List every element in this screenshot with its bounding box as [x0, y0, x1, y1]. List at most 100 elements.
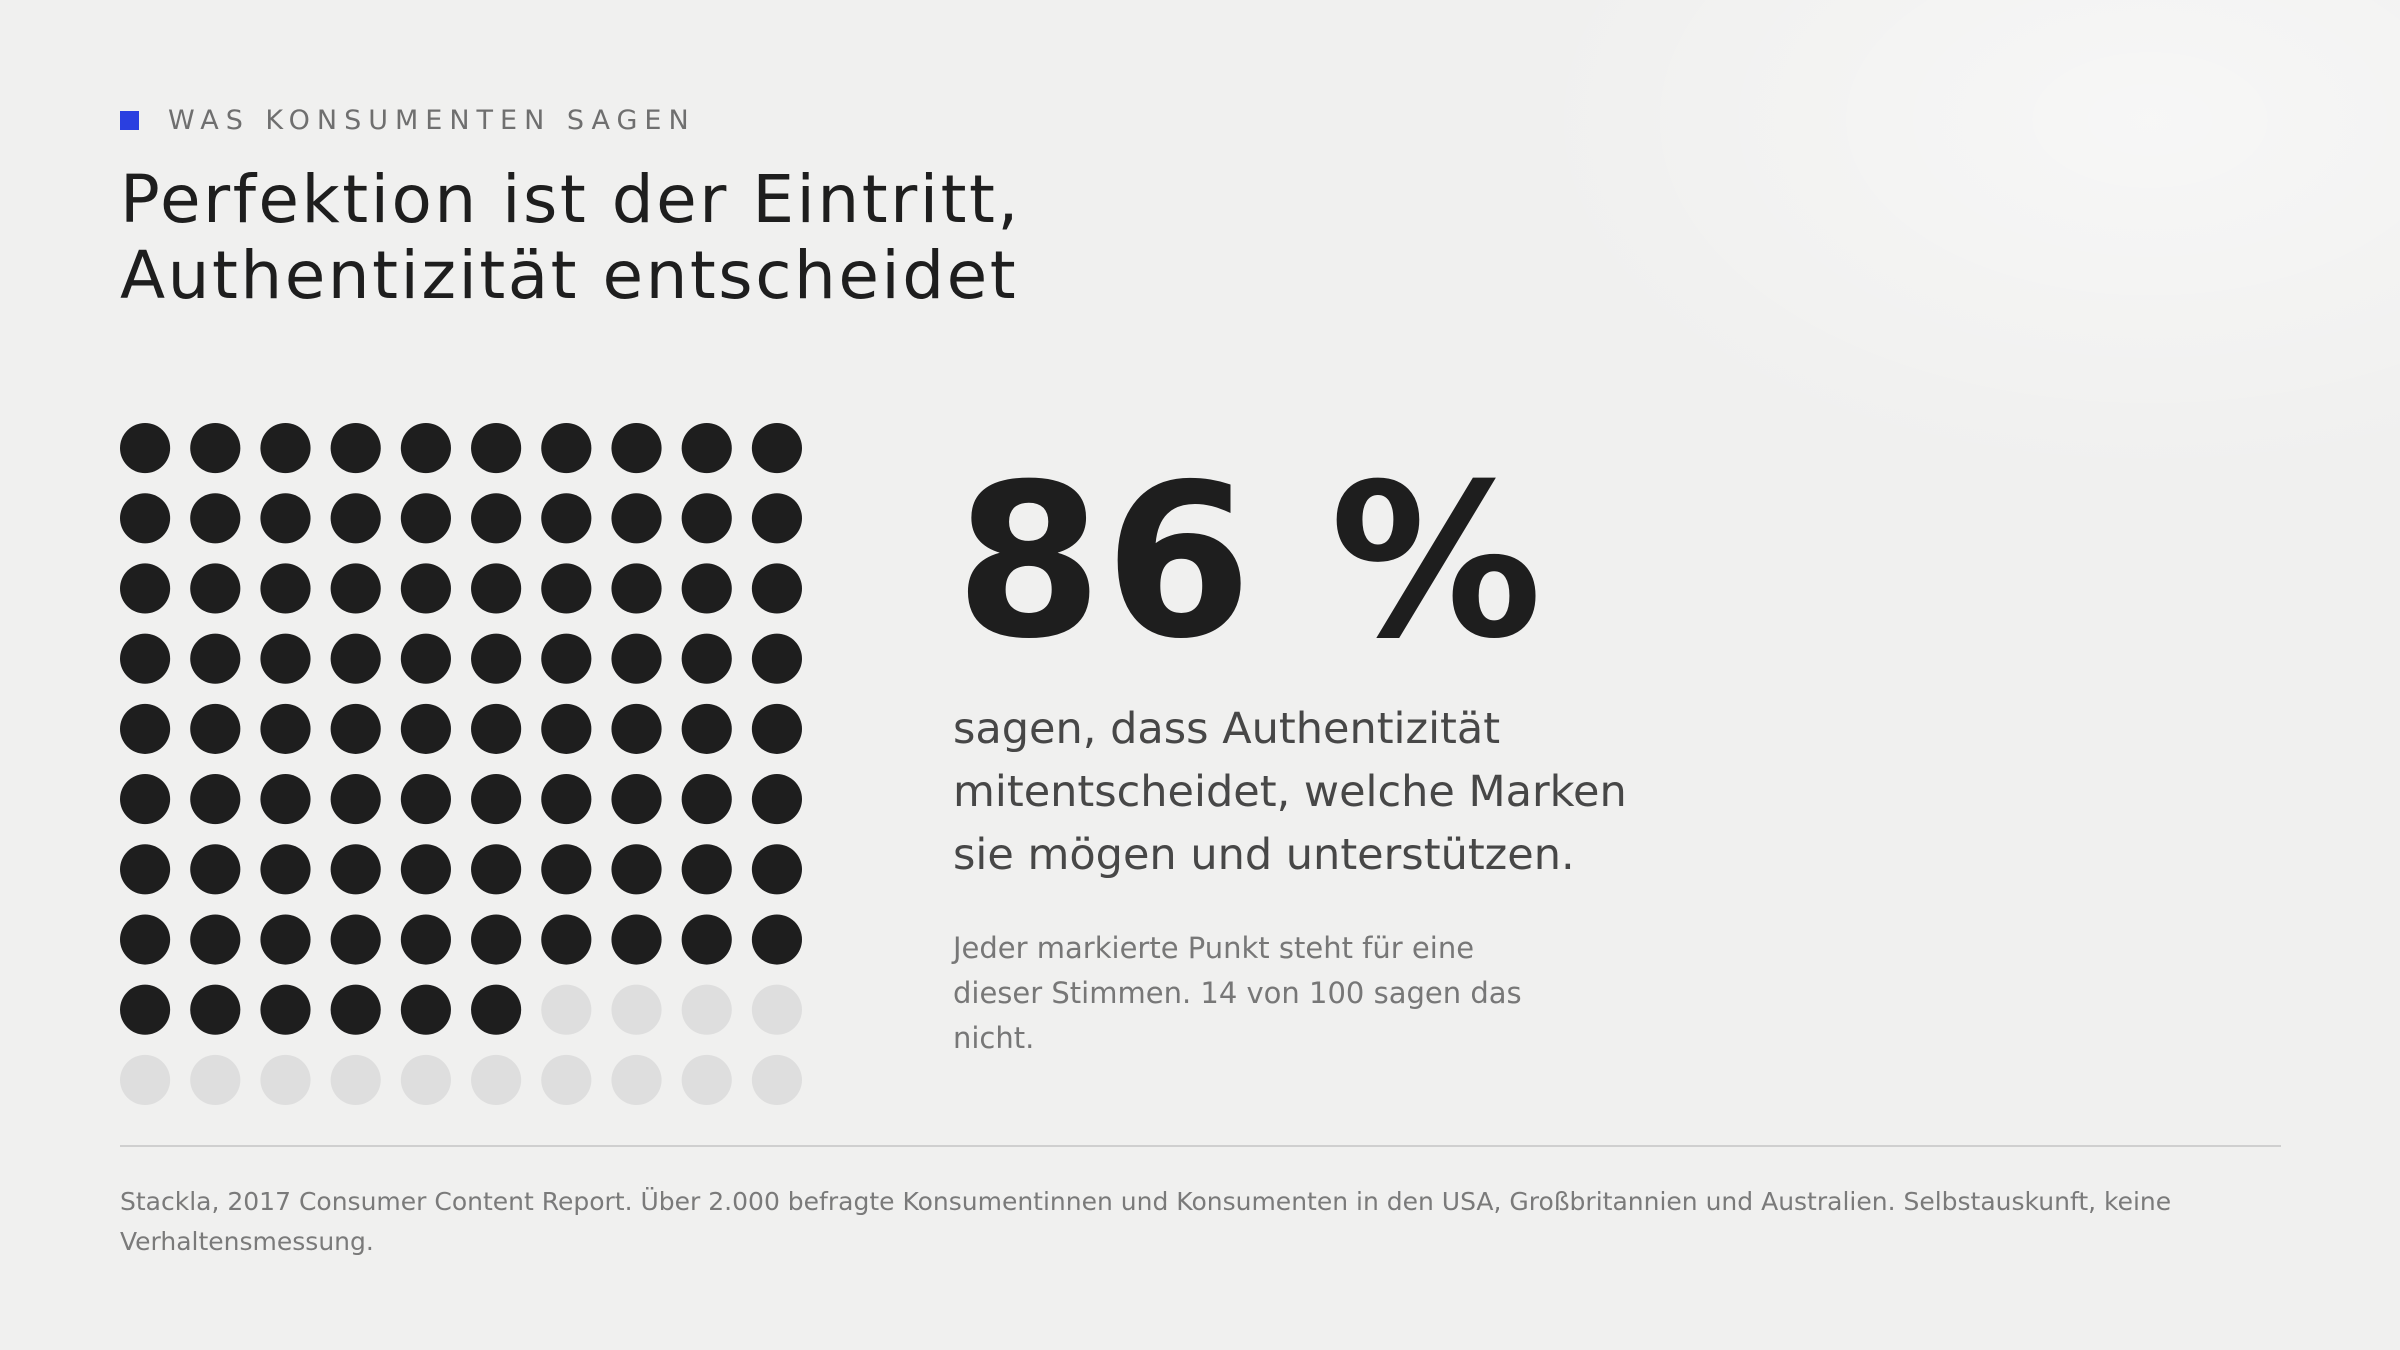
dot-marked	[681, 703, 732, 754]
eyebrow-label: WAS KONSUMENTEN SAGEN	[168, 104, 696, 136]
dot-marked	[400, 493, 451, 544]
dot-marked	[120, 633, 171, 684]
dot-marked	[611, 493, 662, 544]
dot-marked	[611, 844, 662, 895]
dot-marked	[681, 774, 732, 825]
dot-marked	[190, 493, 241, 544]
dot-marked	[120, 844, 171, 895]
dot-marked	[541, 423, 592, 474]
dot-marked	[260, 844, 311, 895]
dot-unmarked	[611, 984, 662, 1035]
dot-marked	[541, 493, 592, 544]
dot-marked	[541, 774, 592, 825]
dot-marked	[330, 703, 381, 754]
dot-marked	[471, 984, 522, 1035]
dot-marked	[330, 844, 381, 895]
dot-marked	[190, 633, 241, 684]
dot-grid	[120, 423, 802, 1105]
dot-marked	[120, 493, 171, 544]
eyebrow: WAS KONSUMENTEN SAGEN	[120, 104, 696, 136]
dot-marked	[260, 984, 311, 1035]
dot-marked	[611, 633, 662, 684]
dot-marked	[471, 563, 522, 614]
dot-marked	[471, 493, 522, 544]
dot-marked	[330, 493, 381, 544]
dot-marked	[400, 703, 451, 754]
dot-marked	[190, 844, 241, 895]
dot-marked	[260, 774, 311, 825]
dot-unmarked	[260, 1054, 311, 1105]
dot-marked	[190, 984, 241, 1035]
dot-marked	[751, 563, 802, 614]
dot-marked	[681, 914, 732, 965]
page-title-line-1: Perfektion ist der Eintritt,	[120, 161, 1021, 238]
dot-marked	[681, 423, 732, 474]
dot-marked	[751, 914, 802, 965]
dot-marked	[260, 493, 311, 544]
dot-unmarked	[751, 1054, 802, 1105]
dot-marked	[611, 423, 662, 474]
dot-marked	[190, 703, 241, 754]
dot-marked	[611, 563, 662, 614]
stat-value: 86 %	[955, 438, 1545, 685]
dot-marked	[260, 423, 311, 474]
dot-unmarked	[330, 1054, 381, 1105]
dot-marked	[260, 914, 311, 965]
dot-marked	[190, 563, 241, 614]
eyebrow-accent-square	[120, 110, 139, 130]
dot-marked	[541, 703, 592, 754]
dot-marked	[260, 563, 311, 614]
dot-marked	[400, 914, 451, 965]
dot-unmarked	[541, 984, 592, 1035]
dot-marked	[400, 774, 451, 825]
dot-marked	[120, 703, 171, 754]
dot-marked	[751, 423, 802, 474]
dot-unmarked	[400, 1054, 451, 1105]
dot-marked	[611, 914, 662, 965]
dot-marked	[330, 423, 381, 474]
dot-marked	[751, 703, 802, 754]
dot-unmarked	[120, 1054, 171, 1105]
dot-marked	[330, 914, 381, 965]
dot-marked	[681, 633, 732, 684]
dot-marked	[400, 844, 451, 895]
dot-marked	[471, 423, 522, 474]
dot-marked	[120, 423, 171, 474]
dot-marked	[400, 984, 451, 1035]
dot-unmarked	[751, 984, 802, 1035]
dot-marked	[541, 844, 592, 895]
dot-marked	[751, 633, 802, 684]
dot-unmarked	[471, 1054, 522, 1105]
stat-note: Jeder markierte Punkt steht für eine die…	[953, 931, 1522, 1055]
dot-unmarked	[190, 1054, 241, 1105]
dot-marked	[330, 633, 381, 684]
dot-marked	[120, 984, 171, 1035]
dot-marked	[120, 563, 171, 614]
source-citation: Stackla, 2017 Consumer Content Report. Ü…	[120, 1187, 2172, 1256]
dot-marked	[471, 844, 522, 895]
dot-marked	[471, 633, 522, 684]
dot-marked	[260, 633, 311, 684]
dot-marked	[681, 563, 732, 614]
dot-marked	[471, 914, 522, 965]
divider	[120, 1145, 2281, 1147]
dot-unmarked	[611, 1054, 662, 1105]
dot-unmarked	[681, 984, 732, 1035]
dot-unmarked	[681, 1054, 732, 1105]
page-title: Perfektion ist der Eintritt, Authentizit…	[120, 162, 1021, 314]
dot-marked	[751, 844, 802, 895]
dot-marked	[190, 914, 241, 965]
dot-marked	[681, 493, 732, 544]
dot-marked	[471, 774, 522, 825]
dot-marked	[400, 633, 451, 684]
stat-description: sagen, dass Authentizität mitentscheidet…	[953, 704, 1627, 880]
dot-marked	[751, 493, 802, 544]
dot-marked	[120, 774, 171, 825]
dot-marked	[260, 703, 311, 754]
dot-marked	[330, 563, 381, 614]
dot-marked	[190, 774, 241, 825]
dot-marked	[541, 914, 592, 965]
dot-unmarked	[541, 1054, 592, 1105]
dot-marked	[190, 423, 241, 474]
dot-marked	[751, 774, 802, 825]
